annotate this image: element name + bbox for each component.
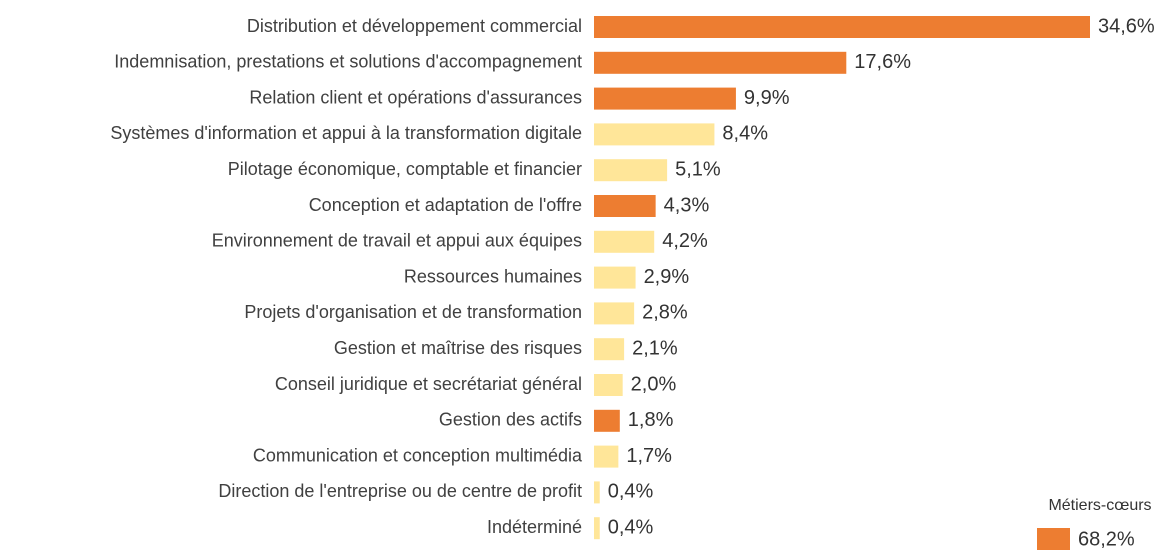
value-label: 2,0%	[631, 373, 677, 395]
category-label: Indéterminé	[487, 517, 582, 537]
legend-swatch	[1037, 528, 1070, 550]
bar	[594, 338, 625, 361]
bar	[594, 517, 600, 540]
value-label: 9,9%	[744, 87, 790, 109]
value-label: 2,1%	[632, 337, 678, 359]
value-label: 2,9%	[644, 266, 690, 288]
category-label: Gestion des actifs	[439, 410, 582, 430]
value-label: 8,4%	[722, 123, 768, 145]
legend-title: Métiers-cœurs	[1048, 497, 1151, 514]
bar	[594, 302, 635, 325]
value-label: 4,2%	[662, 230, 708, 252]
value-label: 0,4%	[608, 481, 654, 503]
value-label: 1,7%	[626, 445, 672, 467]
category-label: Conseil juridique et secrétariat général	[275, 374, 582, 394]
category-label: Communication et conception multimédia	[253, 445, 583, 465]
value-label: 17,6%	[854, 51, 911, 73]
category-label: Systèmes d'information et appui à la tra…	[110, 123, 582, 143]
bar	[594, 230, 655, 253]
bar	[594, 87, 736, 110]
legend-value: 68,2%	[1078, 528, 1135, 550]
value-label: 4,3%	[664, 194, 710, 216]
bar	[594, 195, 656, 217]
category-label: Projets d'organisation et de transformat…	[244, 302, 582, 322]
bar	[594, 51, 847, 74]
category-label: Direction de l'entreprise ou de centre d…	[218, 481, 582, 501]
category-label: Distribution et développement commercial	[247, 16, 582, 36]
bar	[594, 266, 636, 289]
bar	[594, 16, 1090, 38]
category-label: Environnement de travail et appui aux éq…	[212, 231, 582, 251]
bar	[594, 445, 619, 468]
value-label: 1,8%	[628, 409, 674, 431]
value-label: 5,1%	[675, 158, 721, 180]
category-label: Gestion et maîtrise des risques	[334, 338, 582, 358]
category-label: Conception et adaptation de l'offre	[309, 195, 582, 215]
value-label: 2,8%	[642, 302, 688, 324]
bar	[594, 481, 600, 504]
bar	[594, 374, 623, 396]
value-label: 34,6%	[1098, 15, 1155, 37]
value-label: 0,4%	[608, 516, 654, 538]
category-label: Relation client et opérations d'assuranc…	[249, 87, 582, 107]
category-label: Ressources humaines	[404, 266, 582, 286]
category-label: Pilotage économique, comptable et financ…	[228, 159, 582, 179]
bar	[594, 123, 715, 146]
category-label: Indemnisation, prestations et solutions …	[114, 52, 582, 72]
bar	[594, 409, 620, 432]
bar	[594, 159, 668, 182]
